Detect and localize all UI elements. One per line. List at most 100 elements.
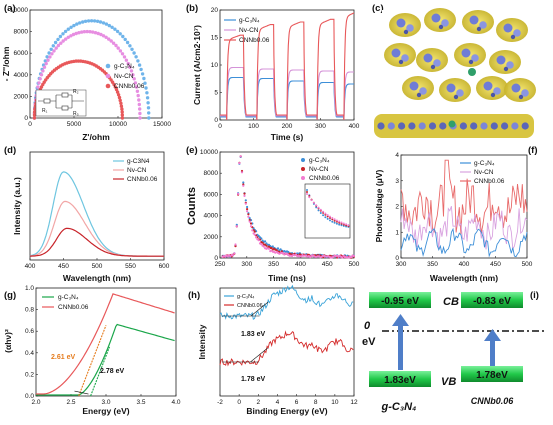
inset-point-e-0-8 (324, 216, 327, 219)
x-axis-label-h: Binding Energy (eV) (246, 406, 327, 416)
inset-point-e-0-0 (306, 189, 308, 191)
inset-point-e-0-4 (315, 206, 318, 209)
series-marks-f (400, 159, 528, 258)
plot-frame-g (35, 287, 177, 397)
resistor-r1 (43, 98, 51, 104)
y-tick-label-e-5: 10000 (200, 149, 218, 156)
data-point-a-0-32 (95, 19, 100, 23)
data-point-a-0-23 (69, 25, 73, 29)
legend-label-a-2: CNNb0.06 (114, 83, 145, 90)
data-point-e-2-28 (257, 239, 260, 242)
x-tick-label-g-3: 3.5 (136, 399, 145, 406)
data-point-e-2-8 (231, 254, 235, 257)
inset-point-e-2-7 (322, 210, 325, 213)
data-point-e-2-22 (249, 225, 253, 228)
atom-n-11 (511, 83, 521, 93)
series-marks-g (36, 293, 175, 397)
y-tick-label-e-0: 0 (214, 255, 218, 262)
data-point-a-0-35 (104, 22, 109, 26)
inset-point-e-2-14 (338, 220, 341, 223)
atom-c-5 (433, 59, 441, 67)
inset-point-e-2-0 (306, 193, 308, 195)
data-point-a-1-15 (48, 55, 52, 59)
x-axis-label-f: Wavelength (nm) (430, 273, 498, 283)
data-point-e-1-20 (247, 213, 250, 216)
series-line-g-0 (36, 323, 175, 396)
data-point-a-2-2 (32, 110, 37, 114)
y-axis-label-b: Current (A/cm2·10⁷) (192, 25, 202, 105)
atom-n-2 (469, 15, 479, 25)
x-tick-label-h-5: 8 (314, 399, 318, 406)
data-point-a-0-24 (72, 23, 76, 28)
x-tick-label-h-1: 0 (237, 399, 241, 406)
x-tick-label-e-1: 300 (241, 261, 252, 268)
side-atom-3 (408, 122, 416, 130)
data-point-a-0-30 (89, 19, 94, 23)
legend-b: g-C₃N₄ Nv-CN CNNb0.06 (224, 17, 270, 44)
data-point-a-2-57 (120, 107, 124, 111)
legend-label-f-1: Nv-CN (474, 169, 494, 176)
inset-point-e-0-7 (322, 214, 325, 217)
data-point-a-0-53 (143, 81, 147, 85)
data-point-a-1-35 (99, 32, 103, 37)
atom-n-9 (446, 83, 456, 93)
data-point-a-2-50 (114, 87, 119, 92)
data-point-a-1-54 (135, 89, 140, 94)
atom-c-7 (506, 61, 514, 69)
data-point-a-0-38 (113, 27, 117, 31)
data-point-a-1-45 (122, 55, 127, 59)
data-point-a-0-39 (115, 29, 120, 34)
x-tick-label-h-6: 10 (331, 399, 339, 406)
inset-point-e-2-9 (326, 214, 329, 217)
data-point-a-0-44 (128, 44, 132, 48)
data-point-a-1-49 (129, 69, 134, 73)
data-point-e-1-19 (246, 208, 249, 211)
data-point-a-1-52 (133, 81, 138, 85)
series-marks-h (219, 284, 354, 367)
x-tick-label-e-5: 500 (349, 261, 360, 268)
data-point-a-1-58 (138, 107, 142, 111)
data-point-a-1-25 (71, 32, 76, 37)
atom-d-0 (403, 29, 409, 35)
resistor-r3 (61, 105, 69, 111)
data-point-e-2-16 (242, 184, 245, 187)
data-point-a-0-15 (49, 47, 53, 51)
x-tick-label-g-4: 4.0 (171, 399, 180, 406)
y-tick-label-a-3: 6000 (14, 50, 29, 57)
panel-label-i: (i) (530, 290, 539, 301)
legend-label-b-1: Nv-CN (239, 27, 259, 34)
inset-point-e-2-15 (340, 221, 343, 224)
inset-point-e-0-5 (317, 209, 320, 212)
x-tick-label-d-2: 500 (92, 263, 103, 270)
data-point-a-1-51 (132, 77, 136, 81)
data-point-a-1-16 (50, 52, 54, 56)
data-point-e-1-10 (234, 245, 237, 248)
inset-point-e-2-8 (324, 212, 327, 215)
data-point-a-1-30 (85, 29, 89, 34)
side-atom-6 (439, 122, 447, 130)
series-marks-e (221, 155, 355, 259)
data-point-a-1-53 (134, 85, 139, 89)
y-tick-label-g-4: 0.8 (25, 307, 34, 314)
side-atom-14 (521, 122, 529, 130)
data-point-a-1-39 (109, 39, 113, 43)
inset-point-e-1-0 (306, 191, 308, 193)
data-point-a-0-14 (47, 51, 51, 55)
data-point-a-1-40 (111, 41, 116, 45)
side-atom-4 (418, 122, 426, 130)
data-point-a-1-44 (120, 52, 125, 56)
data-point-a-0-19 (58, 34, 63, 39)
atom-n-0 (396, 18, 406, 28)
data-point-a-1-38 (107, 37, 111, 41)
inset-point-e-0-14 (338, 223, 341, 226)
data-point-a-1-31 (88, 30, 92, 34)
data-point-e-1-25 (253, 230, 256, 233)
data-point-a-1-55 (136, 93, 140, 98)
data-point-a-0-51 (140, 72, 145, 76)
atom-d-2 (476, 26, 482, 32)
atom-c-8 (419, 87, 427, 95)
y-tick-label-a-0: 0 (24, 115, 28, 122)
series-line-g-1 (36, 293, 175, 395)
cb-value-gcn: -0.95 eV (381, 296, 419, 307)
legend-marker-a-1 (105, 73, 111, 79)
